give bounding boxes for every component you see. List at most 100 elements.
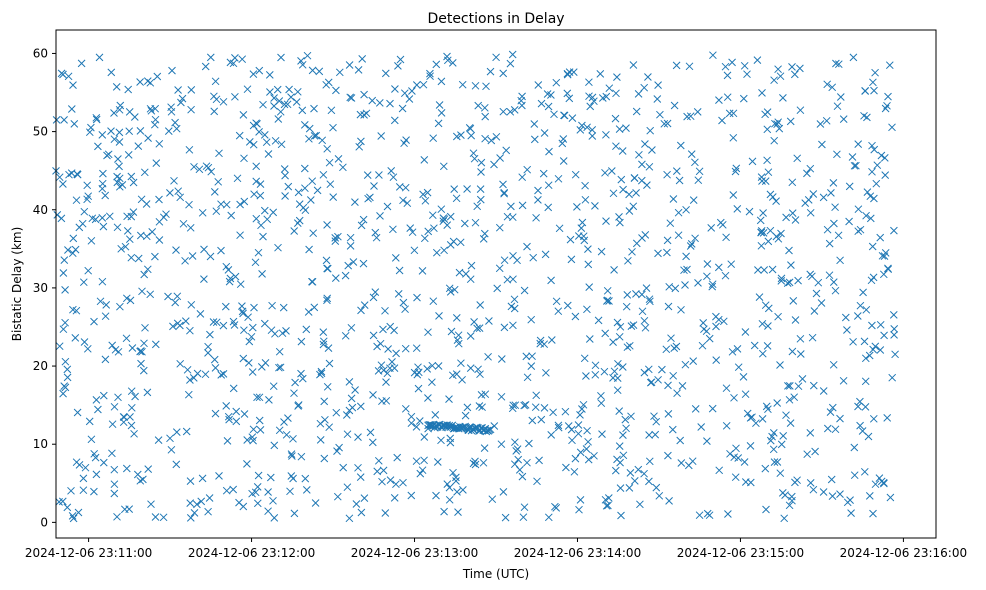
data-point bbox=[883, 101, 891, 110]
data-point bbox=[528, 416, 537, 425]
data-point bbox=[889, 311, 898, 319]
data-point bbox=[510, 295, 519, 304]
data-point bbox=[196, 310, 205, 318]
data-point bbox=[432, 491, 440, 500]
data-point bbox=[240, 197, 249, 206]
data-point bbox=[764, 168, 773, 177]
data-point bbox=[521, 401, 530, 409]
data-point bbox=[99, 391, 108, 400]
data-point bbox=[471, 460, 480, 469]
data-point bbox=[407, 412, 416, 421]
data-point bbox=[426, 69, 434, 78]
data-point bbox=[613, 386, 622, 395]
data-point bbox=[856, 301, 865, 310]
data-point bbox=[625, 484, 634, 492]
data-point bbox=[360, 111, 368, 119]
data-point bbox=[789, 297, 798, 305]
data-point bbox=[58, 497, 67, 506]
data-point bbox=[729, 191, 738, 199]
data-point bbox=[114, 155, 122, 163]
data-point bbox=[784, 382, 792, 390]
data-point bbox=[155, 236, 164, 244]
data-point bbox=[323, 382, 332, 391]
data-point bbox=[571, 454, 580, 463]
data-point bbox=[146, 290, 155, 299]
data-point bbox=[825, 271, 834, 280]
data-point bbox=[672, 61, 681, 70]
data-point bbox=[178, 94, 187, 103]
data-point bbox=[623, 343, 632, 352]
data-point bbox=[136, 347, 144, 356]
data-point bbox=[829, 360, 838, 369]
data-point bbox=[59, 180, 67, 188]
data-point bbox=[217, 246, 225, 255]
data-point bbox=[294, 188, 303, 197]
data-point bbox=[99, 222, 108, 231]
data-point bbox=[105, 212, 114, 221]
data-point bbox=[809, 485, 818, 494]
data-point bbox=[92, 113, 101, 122]
data-point bbox=[70, 120, 79, 128]
data-point bbox=[454, 508, 462, 516]
data-point bbox=[290, 509, 299, 518]
data-point bbox=[829, 179, 838, 187]
data-point bbox=[703, 260, 712, 268]
data-point bbox=[782, 213, 790, 222]
data-point bbox=[596, 70, 605, 78]
data-point bbox=[866, 192, 875, 201]
data-point bbox=[254, 248, 263, 257]
data-point bbox=[217, 371, 226, 379]
data-point bbox=[623, 291, 632, 299]
data-point bbox=[601, 168, 609, 177]
data-point bbox=[860, 337, 869, 346]
data-point bbox=[618, 147, 627, 155]
data-point bbox=[79, 278, 88, 287]
data-point bbox=[870, 194, 878, 203]
data-point bbox=[255, 416, 264, 425]
data-point bbox=[452, 314, 461, 322]
data-point bbox=[615, 332, 624, 341]
data-point bbox=[255, 66, 264, 75]
data-point bbox=[509, 251, 517, 260]
data-point bbox=[597, 399, 606, 408]
data-point bbox=[566, 235, 575, 244]
data-point bbox=[270, 102, 278, 110]
data-point bbox=[845, 217, 853, 226]
data-point bbox=[67, 486, 75, 495]
data-point bbox=[695, 167, 704, 176]
data-point bbox=[229, 59, 238, 68]
data-point bbox=[791, 316, 800, 324]
data-point bbox=[413, 370, 422, 379]
data-point bbox=[124, 85, 133, 94]
data-point bbox=[622, 302, 631, 311]
data-point bbox=[565, 94, 574, 103]
data-point bbox=[303, 51, 312, 60]
data-point bbox=[884, 92, 892, 101]
data-point bbox=[676, 436, 685, 445]
data-point bbox=[210, 92, 218, 101]
y-tick-label: 0 bbox=[40, 515, 48, 529]
data-point bbox=[186, 514, 195, 522]
data-point bbox=[61, 318, 69, 327]
data-points bbox=[52, 50, 899, 523]
data-point bbox=[406, 224, 415, 232]
data-point bbox=[719, 317, 728, 326]
data-point bbox=[602, 130, 610, 139]
data-point bbox=[476, 195, 485, 204]
data-point bbox=[603, 286, 612, 295]
data-point bbox=[518, 173, 527, 182]
data-point bbox=[79, 486, 88, 495]
data-point bbox=[612, 89, 620, 98]
data-point bbox=[322, 256, 331, 265]
data-point bbox=[121, 242, 130, 251]
data-point bbox=[219, 370, 228, 378]
data-point bbox=[263, 215, 272, 224]
data-point bbox=[99, 458, 108, 467]
data-point bbox=[454, 331, 463, 340]
data-point bbox=[187, 300, 196, 309]
data-point bbox=[229, 384, 238, 393]
data-point bbox=[776, 469, 785, 478]
data-point bbox=[123, 227, 132, 235]
data-point bbox=[615, 125, 624, 133]
data-point bbox=[537, 99, 546, 108]
